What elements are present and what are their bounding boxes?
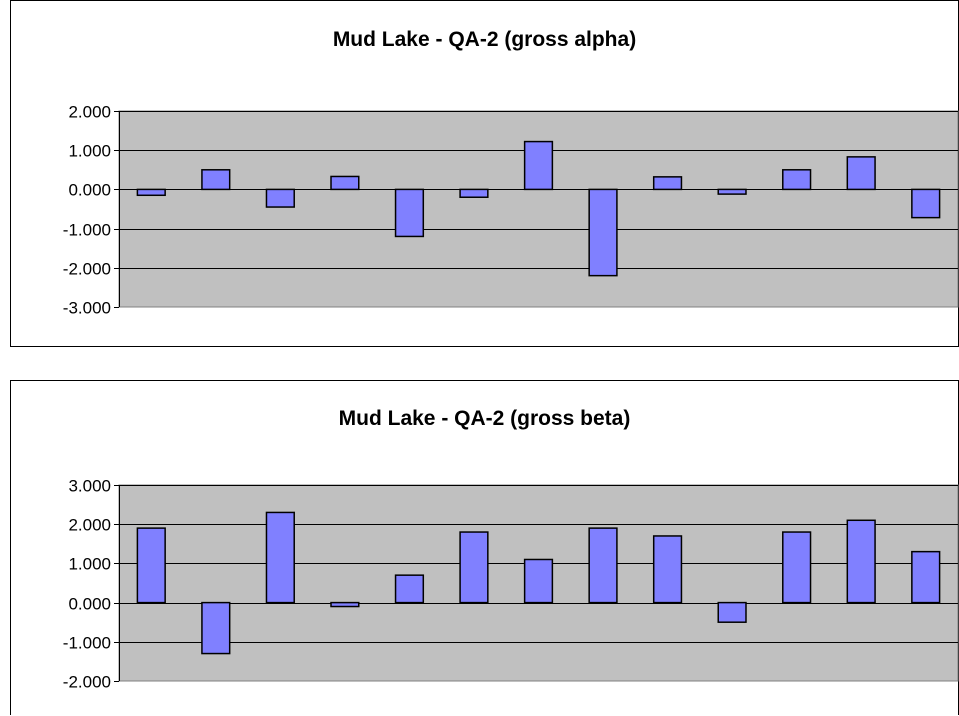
chart-title: Mud Lake - QA-2 (gross beta) <box>338 407 631 430</box>
y-tick-label: -3.000 <box>63 299 111 318</box>
bar <box>588 188 618 277</box>
bar <box>330 175 360 191</box>
bar <box>588 527 618 604</box>
bar <box>394 188 425 238</box>
bar <box>201 169 231 191</box>
y-tick-label: 3.000 <box>68 477 111 496</box>
bar <box>652 535 683 604</box>
bar <box>717 601 747 623</box>
y-tick-label: -1.000 <box>63 634 111 653</box>
y-tick-label: 0.000 <box>68 595 111 614</box>
gross-alpha-plot: 2.000 1.000 0.000 -1.000 -2.000 -3.000 <box>63 103 959 318</box>
y-tick-label: -2.000 <box>63 673 111 692</box>
bar <box>523 140 554 191</box>
bar <box>136 188 166 197</box>
bar <box>136 527 166 604</box>
y-tick-label: 1.000 <box>68 555 111 574</box>
y-tick-label: 2.000 <box>68 103 111 122</box>
bar <box>846 519 876 604</box>
bar <box>652 176 683 191</box>
bar <box>459 188 489 198</box>
bar <box>911 550 941 604</box>
bar <box>330 601 360 608</box>
y-tick-label: 1.000 <box>68 142 111 161</box>
bar <box>523 558 554 604</box>
gross-beta-chart: Mud Lake - QA-2 (gross beta) 3.000 2.000 1… <box>10 380 959 715</box>
bar <box>846 156 876 191</box>
bar <box>394 574 425 604</box>
bar <box>459 531 489 604</box>
bar <box>782 531 812 604</box>
y-tick-label: -2.000 <box>63 260 111 279</box>
plot-area <box>118 110 959 308</box>
gross-alpha-chart: Mud Lake - QA-2 (gross alpha) 2.000 1.000… <box>10 0 959 347</box>
bar <box>782 169 812 191</box>
bar <box>717 188 747 195</box>
chart-title: Mud Lake - QA-2 (gross alpha) <box>332 28 637 51</box>
y-tick-label: -1.000 <box>63 221 111 240</box>
y-tick-label: 2.000 <box>68 516 111 535</box>
y-tick-label: 0.000 <box>68 181 111 200</box>
bar <box>265 188 295 208</box>
bar <box>911 188 941 219</box>
bar <box>201 601 231 655</box>
bar <box>265 511 295 604</box>
gross-beta-plot: 3.000 2.000 1.000 0.000 -1.000 -2.000 <box>63 477 959 692</box>
